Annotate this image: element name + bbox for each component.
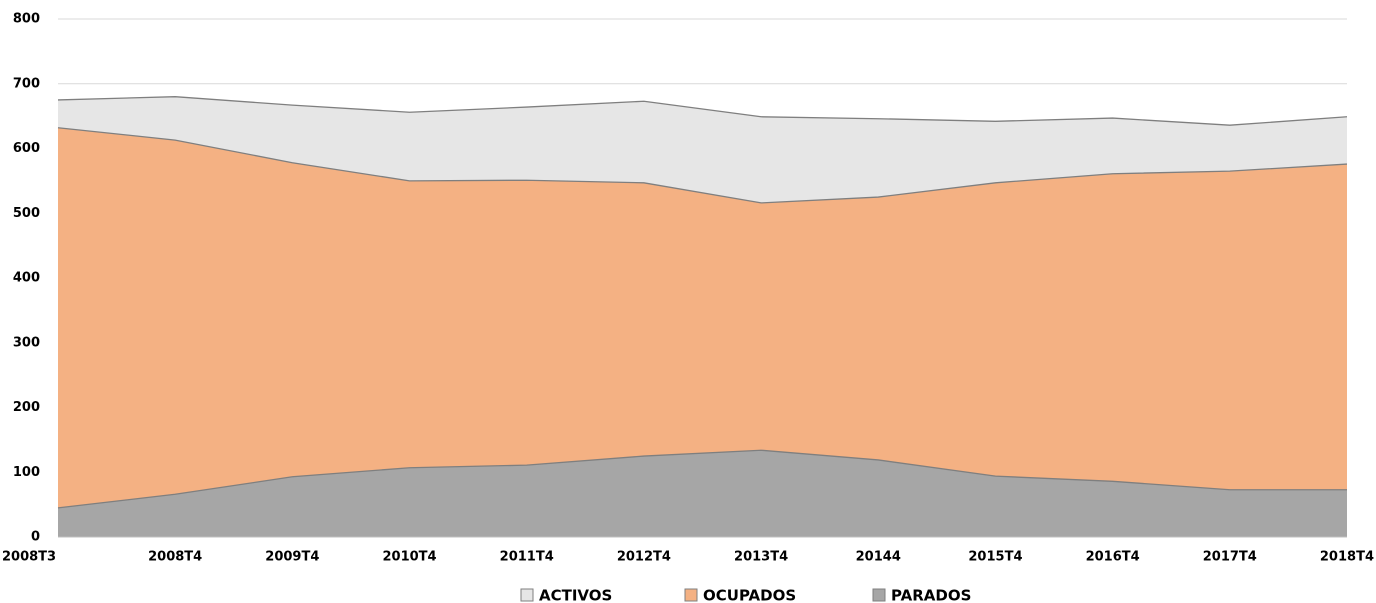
y-tick-label: 300 (13, 335, 40, 350)
legend-label: ACTIVOS (539, 587, 612, 603)
y-tick-label: 500 (13, 206, 40, 221)
legend-swatch (684, 588, 698, 602)
y-tick-label: 400 (13, 271, 40, 286)
area-edge (57, 449, 1347, 509)
y-tick-label: 200 (13, 400, 40, 415)
x-tick-label: 2011T4 (500, 550, 554, 565)
x-tick-label: 2017T4 (1203, 550, 1257, 565)
x-tick-label: 2010T4 (382, 550, 436, 565)
x-tick-label: 2015T4 (968, 550, 1022, 565)
x-tick-label: 2018T4 (1320, 550, 1374, 565)
y-tick-label: 600 (13, 141, 40, 156)
x-tick-label: 2013T4 (734, 550, 788, 565)
area-edge (57, 127, 1348, 204)
x-tick-label: 2009T4 (265, 550, 319, 565)
legend-label: PARADOS (891, 587, 971, 603)
x-tick-label: 20144 (856, 550, 901, 565)
area (58, 127, 1347, 537)
x-tick-label: 2008T4 (148, 550, 202, 565)
y-tick-label: 0 (31, 530, 40, 545)
x-tick-label: 2008T3 (2, 550, 56, 565)
legend-label: OCUPADOS (703, 587, 796, 603)
y-tick-label: 700 (13, 76, 40, 91)
area-edge (57, 96, 1348, 126)
legend-swatch (520, 588, 534, 602)
y-tick-label: 800 (13, 12, 40, 27)
y-tick-label: 100 (13, 465, 40, 480)
x-tick-label: 2016T4 (1086, 550, 1140, 565)
area (58, 450, 1347, 537)
plot-area: 0 100 200 300 400 500 600 700 800 2008T3 2008T4 200… (2, 12, 1374, 565)
legend: ACTIVOS OCUPADOS PARADOS (520, 587, 971, 603)
x-tick-label: 2012T4 (617, 550, 671, 565)
legend-swatch (872, 588, 886, 602)
